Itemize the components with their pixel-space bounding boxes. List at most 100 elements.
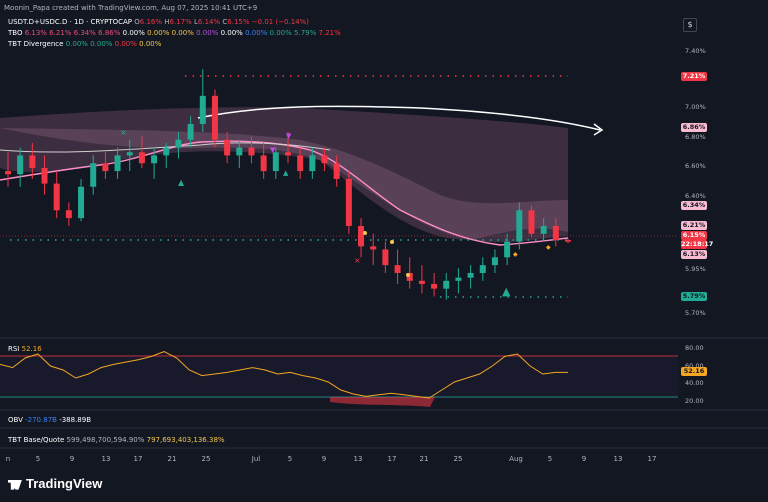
date-axis-label: 25 [201,455,211,463]
candle-body [516,210,523,242]
candle-body [565,240,571,242]
date-axis-label: 5 [35,455,41,463]
price-tag-last: 6.15% [681,231,707,240]
candle-body [17,155,24,175]
triangle-up-icon: ▲ [283,169,289,177]
price-axis-label: 6.40% [685,192,706,200]
candle-body [443,280,450,289]
tradingview-logo-icon [8,479,22,490]
tradingview-logo[interactable]: TradingView [8,476,102,491]
candle-body [236,147,243,156]
tbt-divergence-legend[interactable]: TBT Divergence 0.00% 0.00% 0.00% 0.00% [8,40,162,48]
arrow-head-icon [593,123,604,136]
candle-body [467,272,474,278]
date-axis-label: 9 [69,455,75,463]
date-axis-label: Aug [509,455,523,463]
cross-marker-icon: × [354,256,361,265]
candle-body [175,139,182,148]
candle-body [406,272,413,281]
candle-body [260,155,267,172]
cross-marker-icon: × [120,128,127,137]
candle-body [382,249,389,266]
date-axis-label: 13 [353,455,363,463]
diamond-marker-icon: ◆ [546,244,551,251]
high-value: 6.17% [169,18,192,26]
rsi-axis-label: 60.00 [685,362,704,370]
rsi-legend[interactable]: RSI 52.16 [8,345,42,353]
price-axis-label: 5.95% [685,265,706,273]
triangle-up-icon: ▲ [178,178,185,187]
candle-body [370,246,377,250]
candle-body [163,147,170,156]
rsi-value-tag: 52.16 [681,367,707,376]
candle-body [321,155,328,164]
tbt-base-quote-legend[interactable]: TBT Base/Quote 599,498,700,594.90% 797,6… [8,436,225,444]
tbo-cloud-inner [0,128,568,243]
credit-line: Moonin_Papa created with TradingView.com… [4,4,258,12]
candle-body [455,277,462,281]
candle-body [285,152,291,156]
low-value: 6.14% [197,18,221,26]
tbo-fast-line [0,142,331,153]
signal-dot-icon [390,240,394,244]
candle-body [138,152,145,164]
price-tag-tbo-bottom: 5.79% [681,292,707,301]
candle-body [309,155,316,172]
price-tag-ma: 6.13% [681,250,707,259]
candle-body [151,155,158,164]
price-axis-label: 5.70% [685,309,706,317]
candle-body [504,241,511,258]
candle-body [224,139,231,156]
candle-body [552,225,559,241]
projection-arrow [197,105,601,131]
candle-body [90,163,97,187]
price-tag-tbo-mid: 6.34% [681,201,707,210]
candle-body [211,95,218,140]
symbol-name[interactable]: USDT.D+USDC.D · 1D · CRYPTOCAP [8,18,133,26]
price-axis-label: 7.00% [685,103,706,111]
triangle-down-icon: ▼ [286,132,292,140]
obv-legend[interactable]: OBV -270.87B -388.89B [8,416,92,424]
diamond-marker-icon: ◆ [513,251,518,258]
price-axis-label: 6.60% [685,162,706,170]
date-axis-label: 9 [581,455,587,463]
date-axis-label: 17 [647,455,657,463]
candle-body [248,147,255,156]
candle-body [431,283,438,289]
price-tag-countdown: 22:18:17 [681,240,714,249]
tbo-label: TBO [8,29,23,37]
date-axis-label: 25 [453,455,463,463]
candle-body [126,152,133,156]
price-tag-tbo-upper: 6.86% [681,123,707,132]
currency-button[interactable]: $ [683,18,697,32]
date-axis-label: 5 [547,455,553,463]
candle-body [102,163,109,172]
tbo-legend[interactable]: TBO 6.13% 6.21% 6.34% 6.86% 0.00% 0.00% … [8,29,341,37]
candle-body [41,167,48,184]
signal-dot-icon [363,231,367,235]
price-tag-tbo-lower: 6.21% [681,221,707,230]
candle-body [528,210,535,234]
candle-body [358,225,365,247]
date-axis-label: 13 [613,455,623,463]
rsi-axis-label: 80.00 [685,344,704,352]
date-axis-label: 13 [101,455,111,463]
rsi-axis-label: 20.00 [685,397,704,405]
price-axis-label: 7.40% [685,47,706,55]
date-axis-label: 17 [133,455,143,463]
candle-body [297,155,304,172]
moving-average-line [0,140,569,246]
candle-body [65,210,72,219]
rsi-band [0,355,678,399]
signal-dot-icon [406,273,410,277]
rsi-oversold-fill [330,397,435,407]
date-axis-label: 17 [387,455,397,463]
candle-body [394,265,401,273]
candle-body [29,155,36,168]
date-axis-label: 9 [321,455,327,463]
candle-body [540,225,547,234]
candle-body [272,152,279,172]
date-axis-label: 21 [419,455,429,463]
candle-body [114,155,121,172]
